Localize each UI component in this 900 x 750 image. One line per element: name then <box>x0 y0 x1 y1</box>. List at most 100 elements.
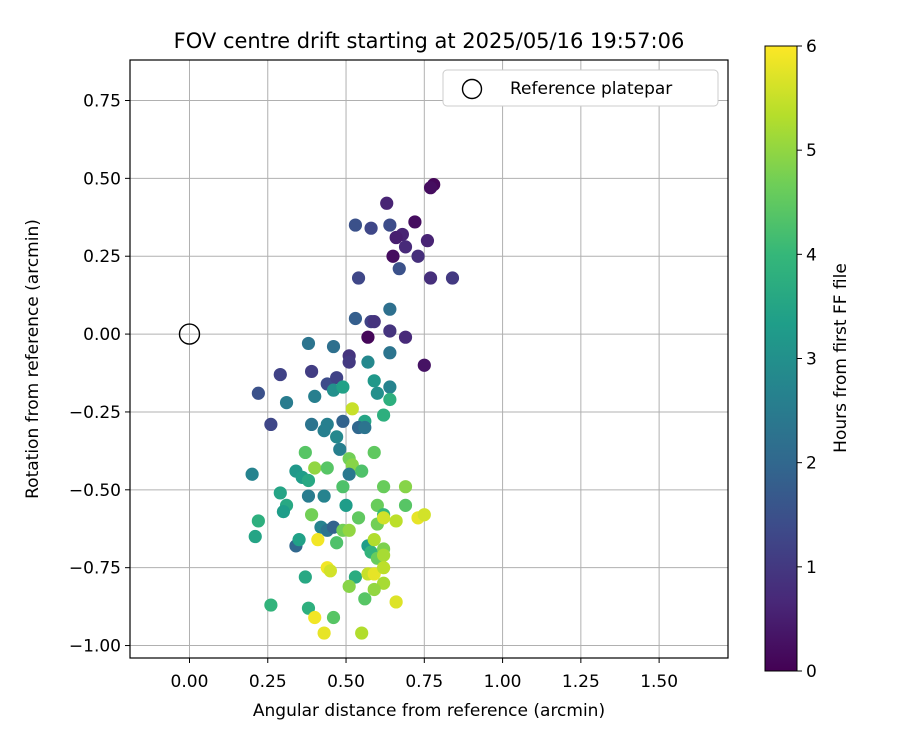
data-point <box>361 330 375 344</box>
data-point <box>383 302 397 316</box>
colorbar: 0 1 2 3 4 5 6 Hours from first FF file <box>764 37 851 682</box>
data-point <box>320 461 334 475</box>
data-point <box>348 311 363 326</box>
data-point <box>377 576 391 590</box>
data-point <box>383 346 397 360</box>
data-point <box>420 234 435 248</box>
data-point <box>304 364 319 379</box>
data-point <box>336 480 350 494</box>
data-point <box>351 271 366 285</box>
data-point <box>386 249 400 263</box>
data-point <box>398 330 413 344</box>
reference-layer <box>178 323 201 345</box>
data-point <box>264 417 278 432</box>
data-point <box>317 489 331 503</box>
data-point <box>392 262 406 276</box>
data-point <box>326 610 341 625</box>
data-point <box>273 367 287 382</box>
data-point <box>323 564 337 578</box>
x-tick-label: 1.50 <box>640 672 678 692</box>
data-point <box>370 386 384 400</box>
data-point <box>348 218 363 232</box>
legend-marker-icon <box>461 78 483 100</box>
y-tick-label: −1.00 <box>69 637 121 657</box>
data-point <box>358 592 372 606</box>
data-point <box>342 523 356 537</box>
data-point <box>345 402 359 416</box>
data-point <box>364 221 378 235</box>
reference-point-marker <box>178 323 201 345</box>
data-point <box>342 579 356 593</box>
x-axis-label: Angular distance from reference (arcmin) <box>253 701 605 721</box>
x-tick-label: 1.25 <box>562 672 600 692</box>
data-point <box>417 358 431 372</box>
data-point <box>358 420 372 435</box>
data-point <box>333 442 347 456</box>
colorbar-tick-label: 6 <box>806 37 817 57</box>
data-point <box>377 511 391 525</box>
y-tick-label: 0.25 <box>83 247 121 267</box>
data-point <box>276 505 291 519</box>
data-point <box>311 533 325 547</box>
data-point <box>336 380 350 394</box>
colorbar-ticks: 0 1 2 3 4 5 6 <box>797 37 817 682</box>
data-point <box>367 533 381 547</box>
colorbar-tick-label: 2 <box>806 454 817 474</box>
data-point <box>330 430 344 444</box>
data-point <box>301 336 316 351</box>
data-point <box>380 196 394 210</box>
data-point <box>355 464 369 478</box>
data-point <box>251 386 265 400</box>
data-point <box>301 601 316 615</box>
data-point <box>398 240 413 254</box>
y-tick-label: −0.75 <box>69 559 121 579</box>
colorbar-gradient <box>764 45 798 672</box>
data-point <box>389 595 403 609</box>
data-point <box>367 445 381 460</box>
colorbar-tick-label: 4 <box>806 245 817 265</box>
data-point <box>317 424 331 438</box>
colorbar-label: Hours from first FF file <box>831 263 851 453</box>
data-point <box>301 489 316 503</box>
x-tick-label: 0.75 <box>405 672 443 692</box>
data-point <box>398 498 413 512</box>
data-point <box>298 445 312 460</box>
data-point <box>251 514 265 528</box>
data-point <box>445 271 460 285</box>
y-axis-ticks: −1.00 −0.75 −0.50 −0.25 0.00 0.25 0.50 0.75 <box>69 91 130 657</box>
data-point <box>367 315 381 329</box>
colorbar-tick-label: 0 <box>806 662 817 682</box>
data-point <box>339 498 353 512</box>
legend: Reference platepar <box>442 69 719 107</box>
data-point <box>377 480 391 494</box>
chart-title: FOV centre drift starting at 2025/05/16 … <box>174 29 685 53</box>
data-point <box>408 215 422 229</box>
colorbar-tick-label: 1 <box>806 558 817 578</box>
data-point <box>245 467 259 481</box>
data-point <box>383 380 397 394</box>
x-axis-ticks: 0.00 0.25 0.50 0.75 1.00 1.25 1.50 <box>171 658 678 692</box>
legend-entry-label: Reference platepar <box>510 79 672 99</box>
data-point <box>330 371 344 385</box>
data-point <box>389 514 403 528</box>
data-point <box>351 511 366 525</box>
data-point <box>383 392 397 407</box>
data-point <box>377 548 391 562</box>
data-point <box>292 533 306 547</box>
y-axis-label: Rotation from reference (arcmin) <box>23 219 43 499</box>
y-tick-label: 0.00 <box>83 325 121 345</box>
data-point <box>342 355 356 369</box>
y-tick-label: −0.25 <box>69 403 121 423</box>
data-point <box>326 339 341 354</box>
data-point <box>377 561 391 575</box>
data-point <box>264 598 278 612</box>
x-tick-label: 0.50 <box>327 672 365 692</box>
x-tick-label: 0.25 <box>249 672 287 692</box>
data-point <box>370 498 384 512</box>
y-tick-label: 0.75 <box>83 91 121 111</box>
data-point <box>304 417 319 432</box>
data-point <box>308 461 322 475</box>
data-point <box>317 626 331 640</box>
data-point <box>304 508 319 522</box>
y-tick-label: −0.50 <box>69 481 121 501</box>
